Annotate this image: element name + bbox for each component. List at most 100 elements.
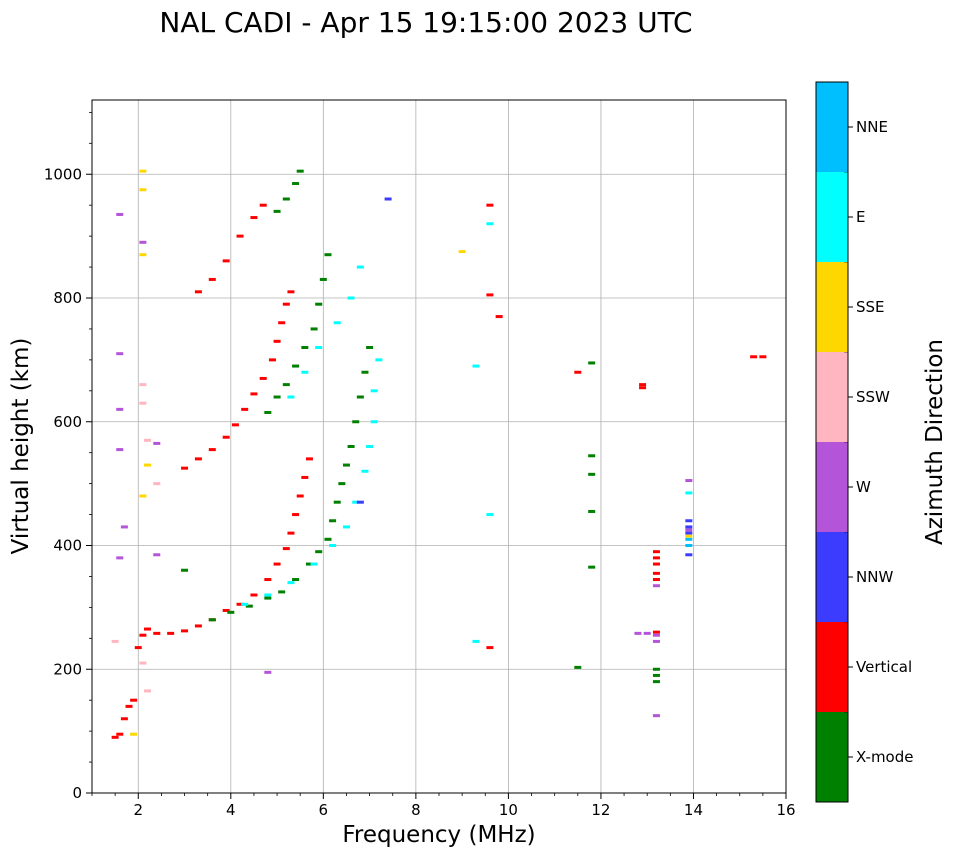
trace-x-mode — [264, 253, 332, 414]
y-tick-label: 1000 — [44, 165, 82, 183]
echo-point — [120, 717, 128, 721]
echo-point — [685, 534, 693, 538]
echo-point — [116, 212, 124, 216]
y-tick-label: 600 — [53, 413, 82, 431]
echo-point — [588, 361, 596, 365]
y-tick-label: 800 — [53, 289, 82, 307]
x-tick-label: 8 — [411, 801, 421, 819]
echo-point — [315, 346, 323, 349]
x-tick-label: 2 — [133, 801, 143, 819]
echo-point — [296, 169, 304, 173]
echo-point — [194, 624, 202, 628]
echo-point — [375, 358, 383, 362]
echo-point — [652, 673, 660, 677]
echo-point — [685, 525, 693, 529]
echo-point — [472, 364, 480, 368]
echo-point — [130, 698, 138, 702]
echo-point — [282, 302, 290, 306]
echo-point — [194, 457, 202, 461]
echo-point — [301, 370, 309, 374]
echo-point — [324, 537, 332, 541]
echo-point — [125, 704, 133, 708]
echo-point — [181, 629, 189, 633]
echo-point — [333, 500, 341, 504]
echo-point — [268, 358, 276, 362]
trace-w — [652, 584, 660, 718]
trace-w — [685, 479, 693, 532]
echo-point — [472, 639, 480, 643]
grid-lines — [92, 100, 787, 793]
echo-point — [292, 364, 300, 368]
echo-point — [278, 321, 286, 325]
echo-point — [139, 661, 147, 665]
echo-point — [652, 584, 660, 588]
x-tick-label: 14 — [684, 801, 703, 819]
echo-point — [356, 500, 364, 504]
y-axis-ticks: 0 200 400 600 800 1000 — [44, 111, 92, 802]
trace-x-mode — [181, 361, 596, 669]
echo-point — [120, 525, 128, 529]
echo-point — [347, 296, 355, 300]
colorbar-tick-label: X-mode — [856, 748, 913, 766]
echo-point — [305, 562, 313, 566]
echo-point — [652, 571, 660, 575]
echo-point — [639, 386, 647, 390]
colorbar-tick-label: Vertical — [856, 658, 912, 676]
echo-point — [264, 670, 272, 674]
echo-point — [153, 441, 161, 445]
echo-point — [250, 392, 258, 396]
echo-point — [292, 578, 300, 582]
echo-point — [652, 556, 660, 560]
trace-vertical — [111, 203, 767, 739]
echo-point — [685, 531, 693, 535]
trace-w — [116, 212, 651, 674]
echo-point — [292, 513, 300, 517]
echo-point — [194, 290, 202, 294]
echo-point — [250, 593, 258, 597]
echo-point — [486, 203, 494, 207]
x-axis-label: Frequency (MHz) — [342, 822, 535, 848]
colorbar-segment — [816, 532, 848, 622]
echo-point — [319, 277, 327, 281]
echo-point — [153, 553, 161, 557]
echo-point — [342, 525, 350, 529]
echo-point — [264, 410, 272, 414]
echo-point — [639, 383, 647, 387]
echo-point — [287, 290, 295, 294]
colorbar-tick-label: E — [856, 208, 865, 226]
echo-point — [134, 646, 142, 650]
colorbar-segment — [816, 352, 848, 442]
echo-point — [652, 562, 660, 566]
echo-point — [130, 732, 138, 736]
echo-point — [144, 689, 152, 693]
echo-point — [282, 383, 290, 387]
echo-point — [361, 370, 369, 374]
echo-point — [652, 639, 660, 643]
echo-point — [366, 445, 374, 448]
echo-point — [588, 509, 596, 513]
echo-point — [116, 732, 124, 736]
trace-e — [241, 358, 383, 606]
echo-point — [287, 531, 295, 535]
y-axis-label: Virtual height (km) — [8, 338, 34, 555]
trace-sse — [130, 169, 466, 736]
echo-point — [352, 500, 360, 504]
echo-point — [356, 395, 364, 399]
echo-point — [338, 482, 346, 486]
echo-point — [352, 420, 360, 424]
echo-point — [652, 714, 660, 718]
echo-point — [111, 639, 119, 643]
trace-e — [287, 265, 364, 399]
plot-background — [92, 100, 786, 793]
echo-point — [486, 293, 494, 297]
echo-point — [231, 423, 239, 427]
echo-point — [282, 197, 290, 201]
echo-point — [634, 631, 642, 635]
trace-x-mode — [273, 169, 304, 213]
echo-point — [495, 315, 503, 319]
echo-point — [588, 565, 596, 569]
echo-point — [287, 581, 295, 585]
echo-point — [296, 494, 304, 498]
echo-point — [111, 735, 119, 739]
colorbar-label: Azimuth Direction — [922, 339, 948, 545]
